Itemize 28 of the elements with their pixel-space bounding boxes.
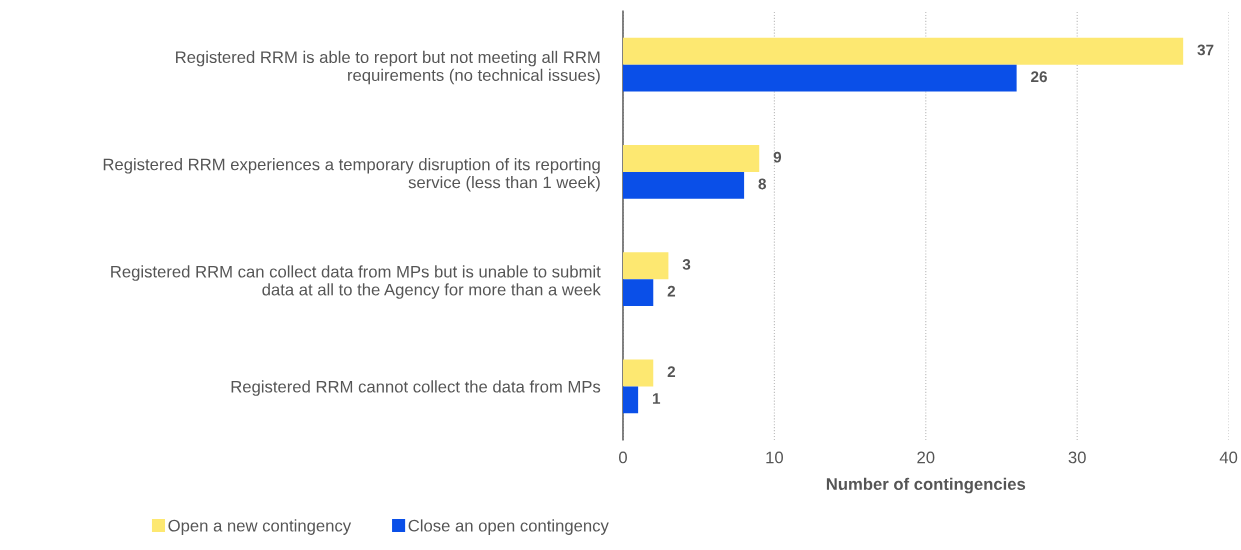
- x-axis-title: Number of contingencies: [826, 477, 1026, 494]
- bar: [622, 359, 654, 387]
- x-tick-label: 20: [917, 451, 935, 464]
- bar: [622, 252, 669, 280]
- y-tick-label: Registered RRM experiences a temporary disruption of its reporting service (less than 1 week): [103, 158, 600, 192]
- x-tick-label: 0: [619, 451, 627, 464]
- bar: [622, 37, 1184, 65]
- x-tick-label: 10: [766, 451, 783, 464]
- y-tick-label: Registered RRM cannot collect the data from MPs: [231, 380, 601, 396]
- x-tick-label: 40: [1219, 451, 1238, 464]
- y-tick-label: Registered RRM is able to report but not meeting all RRM requirements (no technical issues): [176, 50, 600, 85]
- bar: [622, 171, 745, 199]
- data-label: 3: [682, 259, 691, 270]
- bar: [622, 145, 760, 172]
- bar: [622, 64, 1017, 92]
- legend-label: Close an open contingency: [408, 519, 609, 535]
- data-label: 8: [758, 178, 767, 190]
- data-label: 9: [773, 151, 782, 163]
- x-tick-label: 30: [1068, 451, 1086, 464]
- data-label: 1: [652, 393, 661, 404]
- data-label: 2: [667, 285, 676, 297]
- data-label: 2: [667, 366, 676, 377]
- data-label: 26: [1031, 71, 1047, 83]
- bar: [622, 386, 639, 414]
- legend-label: Open a new contingency: [168, 519, 352, 535]
- y-tick-label: Registered RRM can collect data from MPs but is unable to submit data at all to the Agency for more than a week: [111, 265, 601, 299]
- bar: [622, 279, 654, 306]
- data-label: 37: [1197, 44, 1214, 56]
